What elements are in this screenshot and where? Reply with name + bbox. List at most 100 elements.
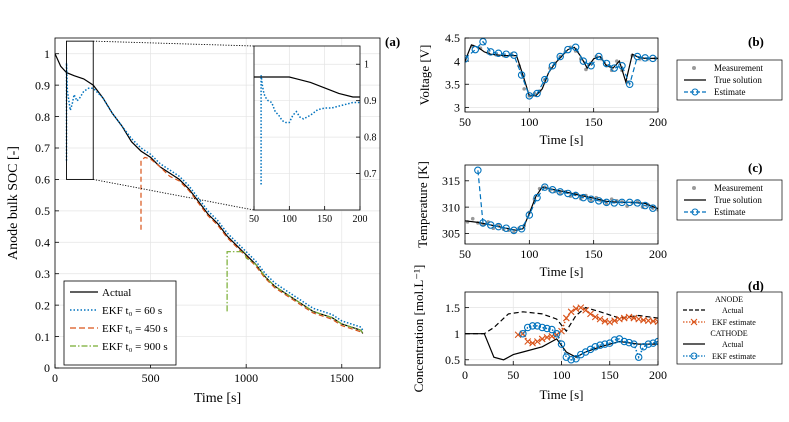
y-tick-label: 0.2 bbox=[35, 298, 50, 312]
series-estimate-point bbox=[479, 219, 487, 227]
series-estimate-point bbox=[502, 50, 510, 58]
plot-area bbox=[465, 38, 658, 112]
axes-frame bbox=[464, 291, 659, 366]
series-anode-ekf-estimate-point bbox=[587, 310, 594, 318]
series-ekf-t0-60-s-line bbox=[260, 75, 360, 185]
y-tick-label: 305 bbox=[442, 227, 460, 241]
series-estimate-point bbox=[471, 45, 480, 54]
x-tick-label: 200 bbox=[649, 247, 667, 261]
series-estimate-point bbox=[595, 197, 603, 205]
series-estimate-point bbox=[517, 224, 526, 233]
x-tick-label: 100 bbox=[282, 214, 297, 225]
series-anode-ekf-estimate-point bbox=[606, 318, 614, 326]
series-estimate-point bbox=[533, 193, 541, 202]
series-anode-ekf-estimate-point bbox=[654, 318, 658, 326]
series-anode-ekf-estimate-point bbox=[596, 315, 604, 323]
series-measurement-point bbox=[615, 59, 619, 63]
y-tick-label: 0.6 bbox=[35, 173, 50, 187]
series-estimate-point bbox=[625, 198, 634, 207]
legend-d-cathode-est: EKF estimate bbox=[712, 352, 756, 361]
series-estimate-point bbox=[625, 80, 634, 89]
y-tick-label: 0.8 bbox=[35, 110, 50, 124]
series-cathode-ekf-estimate-point bbox=[630, 340, 638, 348]
series-cathode-ekf-estimate-point bbox=[625, 338, 633, 347]
panel-d-concentration-chart: 0 50 100 150 200 0.5 1 1.5 Time [s] Concentration… bbox=[411, 265, 764, 402]
series-anode-ekf-estimate-point bbox=[562, 314, 570, 322]
plot-area bbox=[465, 165, 658, 244]
plot-area bbox=[254, 46, 360, 210]
series-cathode-ekf-estimate-point bbox=[538, 323, 546, 332]
series-estimate-point bbox=[587, 61, 595, 70]
legend-d-cathode-actual: Actual bbox=[722, 340, 744, 349]
series-estimate-point bbox=[641, 201, 649, 210]
series-measurement-point bbox=[604, 202, 609, 206]
panel-label: (a) bbox=[385, 34, 400, 49]
axes-frame bbox=[464, 37, 659, 113]
x-tick-label: 1500 bbox=[330, 371, 354, 385]
y-tick-label: 4.5 bbox=[445, 31, 460, 45]
series-estimate-point bbox=[595, 52, 603, 61]
y-tick-label: 1 bbox=[454, 327, 460, 341]
series-estimate-point bbox=[579, 193, 588, 202]
y-tick-label: 310 bbox=[442, 200, 460, 214]
series-anode-ekf-estimate-point bbox=[524, 338, 532, 345]
series-estimate-point bbox=[649, 54, 657, 63]
x-axis-label: Time [s] bbox=[540, 387, 584, 402]
series-cathode-ekf-estimate-point bbox=[519, 329, 527, 338]
series-anode-ekf-estimate-point bbox=[591, 313, 599, 321]
y-tick-label: 0.7 bbox=[35, 141, 50, 155]
y-tick-label: 0.5 bbox=[445, 353, 460, 367]
y-tick-label: 3 bbox=[454, 101, 460, 115]
series-anode-ekf-estimate-point bbox=[533, 338, 541, 345]
series-measurement-point bbox=[522, 87, 526, 91]
series-estimate-point bbox=[525, 92, 534, 100]
series-anode-actual-line bbox=[465, 306, 658, 335]
series-estimate-point bbox=[564, 45, 572, 54]
series-estimate-point bbox=[571, 43, 580, 51]
x-tick-label: 150 bbox=[317, 214, 332, 225]
y-tick-label: 0.3 bbox=[35, 267, 50, 281]
y-axis-label: Voltage [V] bbox=[417, 45, 432, 106]
panel-b-voltage-chart: 50 100 150 200 3 3.5 4 4.5 Time [s] Voltage [V] (b… bbox=[417, 31, 764, 147]
series-estimate-point bbox=[618, 61, 626, 70]
series-cathode-ekf-estimate-point bbox=[601, 340, 609, 348]
series-estimate-point bbox=[465, 55, 469, 63]
x-tick-label: 100 bbox=[520, 247, 538, 261]
x-tick-label: 50 bbox=[249, 214, 259, 225]
series-measurement-point bbox=[558, 191, 563, 196]
series-estimate-point bbox=[641, 54, 649, 62]
y-tick-label: 4 bbox=[454, 54, 460, 68]
panel-a-zoom-inset: 50 100 150 200 0.7 0.8 0.9 1 bbox=[249, 45, 377, 225]
legend-b-meas-marker bbox=[692, 66, 696, 70]
x-tick-label: 150 bbox=[585, 247, 603, 261]
y-tick-label: 0.9 bbox=[35, 78, 50, 92]
legend-d-anode-title: ANODE bbox=[715, 295, 743, 304]
x-tick-label: 50 bbox=[459, 247, 471, 261]
series-anode-ekf-estimate-point bbox=[577, 304, 585, 312]
series-anode-ekf-estimate-point bbox=[567, 308, 575, 316]
series-estimate-point bbox=[494, 49, 503, 58]
series-estimate-point bbox=[479, 38, 487, 46]
axes-frame bbox=[253, 45, 361, 211]
series-ekf-t0-60-s-line bbox=[65, 63, 364, 331]
x-tick-label: 100 bbox=[553, 368, 571, 382]
x-tick-label: 200 bbox=[649, 368, 667, 382]
series-estimate-point bbox=[541, 183, 549, 191]
legend-a-actual: Actual bbox=[102, 287, 131, 299]
series-estimate-line bbox=[477, 170, 654, 231]
series-anode-ekf-estimate-point bbox=[538, 335, 546, 343]
legend-d-cathode-title: CATHODE bbox=[710, 329, 747, 338]
series-estimate-point bbox=[510, 226, 518, 235]
x-tick-label: 500 bbox=[142, 371, 160, 385]
panel-label: (b) bbox=[748, 34, 764, 49]
series-ekf-t0-900-s-line bbox=[226, 251, 364, 334]
series-estimate-point bbox=[579, 57, 588, 65]
x-tick-label: 1000 bbox=[234, 371, 258, 385]
legend-d-anode-est: EKF estimate bbox=[712, 318, 756, 327]
series-cathode-ekf-estimate-point bbox=[548, 325, 556, 334]
x-tick-label: 0 bbox=[462, 368, 468, 382]
axes-frame bbox=[464, 164, 659, 245]
y-tick-label: 1 bbox=[44, 47, 50, 61]
series-cathode-ekf-estimate-point bbox=[533, 322, 542, 330]
series-anode-ekf-estimate-point bbox=[529, 339, 536, 347]
